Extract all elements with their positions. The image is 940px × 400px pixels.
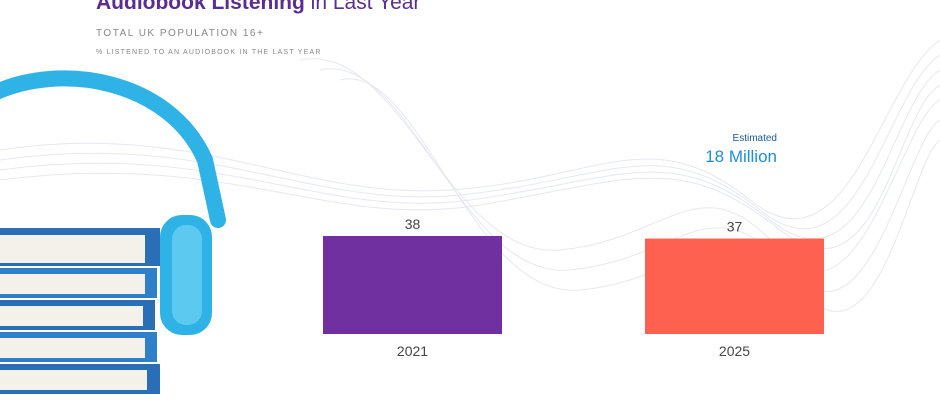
annotation-text: 18 Million xyxy=(705,147,777,166)
x-tick-label: 2025 xyxy=(719,343,750,359)
x-tick-label: 2021 xyxy=(397,343,428,359)
background-waves xyxy=(0,39,940,312)
chart-title: Audiobook Listening in Last Year xyxy=(96,0,420,14)
data-label: 38 xyxy=(405,216,421,232)
title-bold: Audiobook Listening xyxy=(96,0,305,14)
subtitle: TOTAL UK POPULATION 16+ xyxy=(96,28,264,39)
bar xyxy=(323,235,502,334)
bar xyxy=(645,238,824,334)
title-regular: in Last Year xyxy=(311,0,421,14)
annotation-label: Estimated xyxy=(733,133,777,144)
headphones-books-illustration xyxy=(0,70,226,394)
caption: % LISTENED TO AN AUDIOBOOK IN THE LAST Y… xyxy=(96,49,322,56)
data-label: 37 xyxy=(727,219,743,235)
